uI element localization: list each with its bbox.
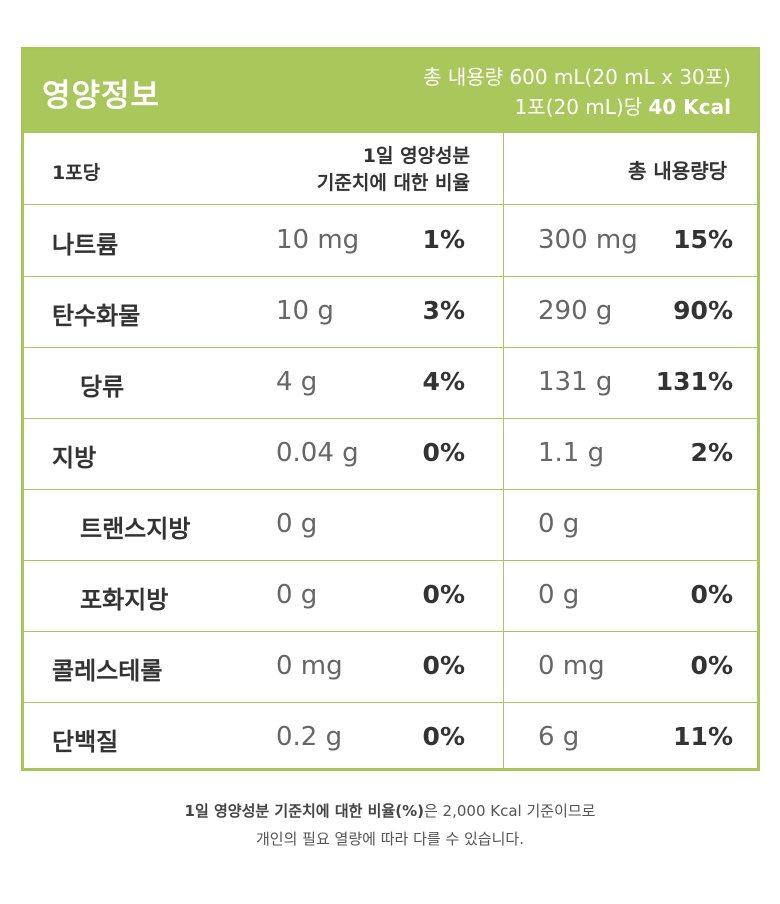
per-pack-amount: 4 g (276, 367, 318, 397)
total-percent: 90% (673, 296, 733, 325)
nutrient-name: 포화지방 (80, 586, 169, 614)
nutrition-header: 영양정보 총 내용량 600 mL(20 mL x 30포) 1포(20 mL)… (24, 50, 757, 133)
nutrient-name: 탄수화물 (52, 302, 141, 330)
total-column-label: 총 내용량당 (628, 159, 727, 183)
table-row: 지방 0.04 g 0% 1.1 g 2% (24, 419, 757, 490)
total-percent: 131% (655, 367, 733, 396)
daily-value-column-label: 1일 영양성분 기준치에 대한 비율 (254, 143, 470, 197)
total-percent: 15% (673, 225, 733, 254)
daily-value-label-line2: 기준치에 대한 비율 (316, 172, 470, 194)
nutrient-name: 콜레스테롤 (52, 657, 163, 685)
total-amount: 0 g (538, 509, 580, 539)
footnote-line1: 1일 영양성분 기준치에 대한 비율(%)은 2,000 Kcal 기준이므로 (0, 797, 780, 825)
per-pack-amount: 10 g (276, 296, 334, 326)
per-pack-percent: 0% (422, 438, 465, 467)
footnote-rest: 은 2,000 Kcal 기준이므로 (423, 802, 596, 820)
total-percent: 11% (673, 722, 733, 751)
column-divider (503, 133, 504, 771)
total-amount: 131 g (538, 367, 613, 397)
column-header-row: 1포당 1일 영양성분 기준치에 대한 비율 총 내용량당 (24, 133, 757, 205)
per-pack-percent: 4% (422, 367, 465, 396)
per-pack-amount: 0.04 g (276, 438, 359, 468)
per-pack-amount: 0 g (276, 580, 318, 610)
total-amount: 0 g (538, 580, 580, 610)
table-row: 콜레스테롤 0 mg 0% 0 mg 0% (24, 632, 757, 703)
total-amount: 0 mg (538, 651, 605, 681)
nutrition-title: 영양정보 (42, 78, 161, 114)
table-row: 탄수화물 10 g 3% 290 g 90% (24, 277, 757, 348)
table-row: 트랜스지방 0 g 0 g (24, 490, 757, 561)
table-row: 단백질 0.2 g 0% 6 g 11% (24, 703, 757, 774)
table-row: 당류 4 g 4% 131 g 131% (24, 348, 757, 419)
footnote-bold: 1일 영양성분 기준치에 대한 비율(%) (184, 802, 424, 820)
nutrient-name: 나트륨 (52, 231, 119, 259)
nutrient-name: 단백질 (52, 728, 119, 756)
nutrition-facts-panel: 영양정보 총 내용량 600 mL(20 mL x 30포) 1포(20 mL)… (21, 47, 760, 771)
table-row: 포화지방 0 g 0% 0 g 0% (24, 561, 757, 632)
per-pack-percent: 0% (422, 722, 465, 751)
per-pack-percent: 3% (422, 296, 465, 325)
per-pack-amount: 0 g (276, 509, 318, 539)
total-amount: 290 g (538, 296, 613, 326)
nutrient-name: 트랜스지방 (80, 515, 191, 543)
total-amount: 1.1 g (538, 438, 605, 468)
total-percent: 0% (690, 651, 733, 680)
total-percent: 2% (690, 438, 733, 467)
daily-value-label-line1: 1일 영양성분 (362, 145, 470, 167)
per-pack-column-label: 1포당 (52, 162, 101, 184)
serving-info: 총 내용량 600 mL(20 mL x 30포) 1포(20 mL)당 40 … (423, 62, 731, 122)
kcal-value: 40 Kcal (648, 95, 732, 119)
footnote-line2: 개인의 필요 열량에 따라 다를 수 있습니다. (256, 830, 524, 848)
nutrient-name: 당류 (80, 373, 125, 401)
total-content-text: 총 내용량 600 mL(20 mL x 30포) (423, 65, 731, 89)
per-pack-prefix: 1포(20 mL)당 (514, 95, 649, 119)
per-pack-amount: 10 mg (276, 225, 360, 255)
per-pack-percent: 0% (422, 580, 465, 609)
total-percent: 0% (690, 580, 733, 609)
total-amount: 6 g (538, 722, 580, 752)
footnote: 1일 영양성분 기준치에 대한 비율(%)은 2,000 Kcal 기준이므로 … (0, 797, 780, 853)
total-amount: 300 mg (538, 225, 638, 255)
per-pack-percent: 0% (422, 651, 465, 680)
per-pack-amount: 0 mg (276, 651, 343, 681)
per-pack-amount: 0.2 g (276, 722, 343, 752)
per-pack-percent: 1% (422, 225, 465, 254)
table-row: 나트륨 10 mg 1% 300 mg 15% (24, 206, 757, 277)
nutrient-name: 지방 (52, 444, 97, 472)
per-pack-calories: 1포(20 mL)당 40 Kcal (423, 92, 731, 122)
